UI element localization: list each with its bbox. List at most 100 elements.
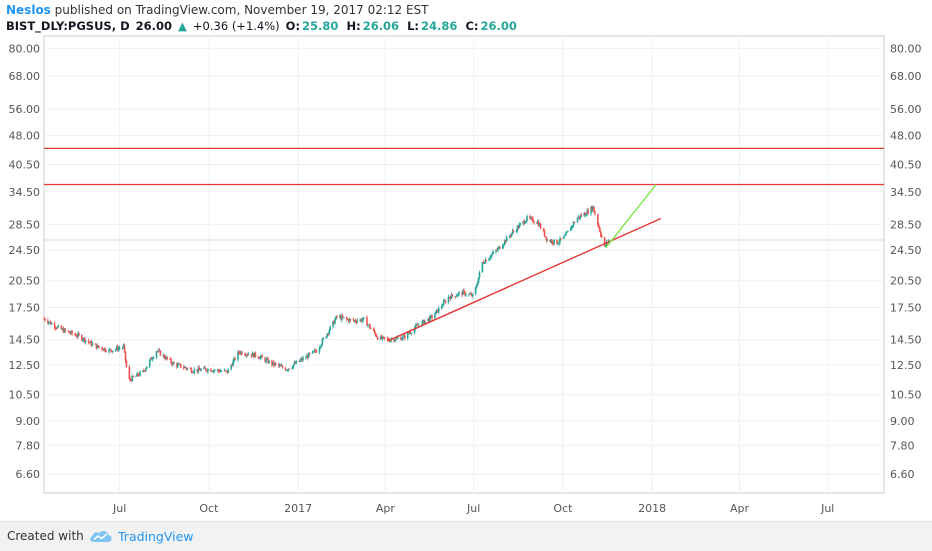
candle-body [489,257,491,259]
price-chart[interactable]: 80.00 80.00 68.00 68.00 56.00 56.00 48.00 48.00… [0,0,932,521]
candle-body [414,325,417,329]
candle [96,342,99,349]
candle [451,293,454,298]
candle-body [216,369,219,371]
candle-body [131,375,134,382]
candle-body [352,319,355,321]
symbol-line: BIST_DLY:PGSUS, D 26.00 ▲ +0.36 (+1.4%) … [6,18,926,34]
y-tick-label-left: 14.50 [9,334,41,347]
candle-body [475,285,478,288]
candle [125,358,128,368]
x-tick-label: Apr [730,502,750,515]
candle-body [292,364,295,368]
low-value: 24.86 [421,19,458,33]
candle-body [166,356,168,359]
candle-body [349,319,352,320]
candle-body [320,344,323,347]
candle-body [68,331,71,333]
candle-body [363,317,365,319]
candle [136,371,138,376]
candle [501,243,504,250]
candle [410,332,413,336]
candle-body [193,369,196,373]
candle [165,355,168,360]
candle-body [199,369,201,371]
candle [598,226,601,233]
candle [70,330,72,335]
candle-body [424,321,427,324]
candle [566,230,569,233]
candle [430,314,432,319]
candle-body [124,351,127,361]
candle-body [173,362,175,364]
candle-body [225,370,228,372]
candle [213,368,216,373]
y-tick-label-right: 48.00 [890,129,922,142]
candle [519,222,522,227]
candle [239,350,241,356]
candle [294,361,297,365]
candle-body [192,372,195,374]
candle [485,259,488,262]
candle [135,375,137,377]
candle [325,336,328,339]
tradingview-brand[interactable]: TradingView [118,529,194,544]
candle-body [91,343,94,346]
candle-body [178,363,180,365]
candle [463,288,465,294]
candle [186,367,189,371]
candle [115,345,118,351]
last-price: 26.00 [135,19,173,33]
x-tick-label: Jul [466,502,480,515]
candle-body [200,369,202,371]
candle-body [191,372,194,374]
candle [156,350,159,353]
candle [224,369,227,372]
candle [302,355,304,363]
candle [198,365,200,370]
candle [564,233,566,237]
candle-body [325,336,328,339]
candle [48,321,50,326]
candle-body [448,296,451,298]
tradingview-cloud-icon[interactable] [88,528,114,544]
candle [362,317,364,323]
candle-body [54,327,57,329]
candle-body [512,231,515,232]
candle [264,356,266,363]
candle [524,220,526,224]
candle-body [130,379,133,382]
candle-body [136,373,138,376]
candle-body [536,221,539,224]
candle [563,235,565,239]
candle-body [502,244,505,246]
candle [376,336,379,341]
candle [97,344,100,348]
candle-body [258,358,261,359]
candle-body [450,294,453,299]
candle [197,365,200,374]
candle-body [176,363,178,367]
candle-body [335,316,337,320]
candle-body [327,333,330,335]
candle-body [177,364,179,367]
candle [184,366,187,370]
candle [481,261,484,273]
candle [196,369,199,374]
candle-body [267,358,269,364]
candle [211,370,213,373]
candle-body [355,321,358,323]
candle [503,239,506,246]
candle [278,363,281,368]
candle [516,224,519,234]
candle-body [219,371,222,372]
candle [88,341,91,345]
candle-body [326,333,329,337]
candle-body [110,349,112,351]
candle [307,353,309,361]
candle-body [83,337,86,343]
candle-body [264,357,266,362]
author-link[interactable]: Neslos [6,3,51,17]
candle-body [430,315,432,317]
candle [379,335,382,340]
